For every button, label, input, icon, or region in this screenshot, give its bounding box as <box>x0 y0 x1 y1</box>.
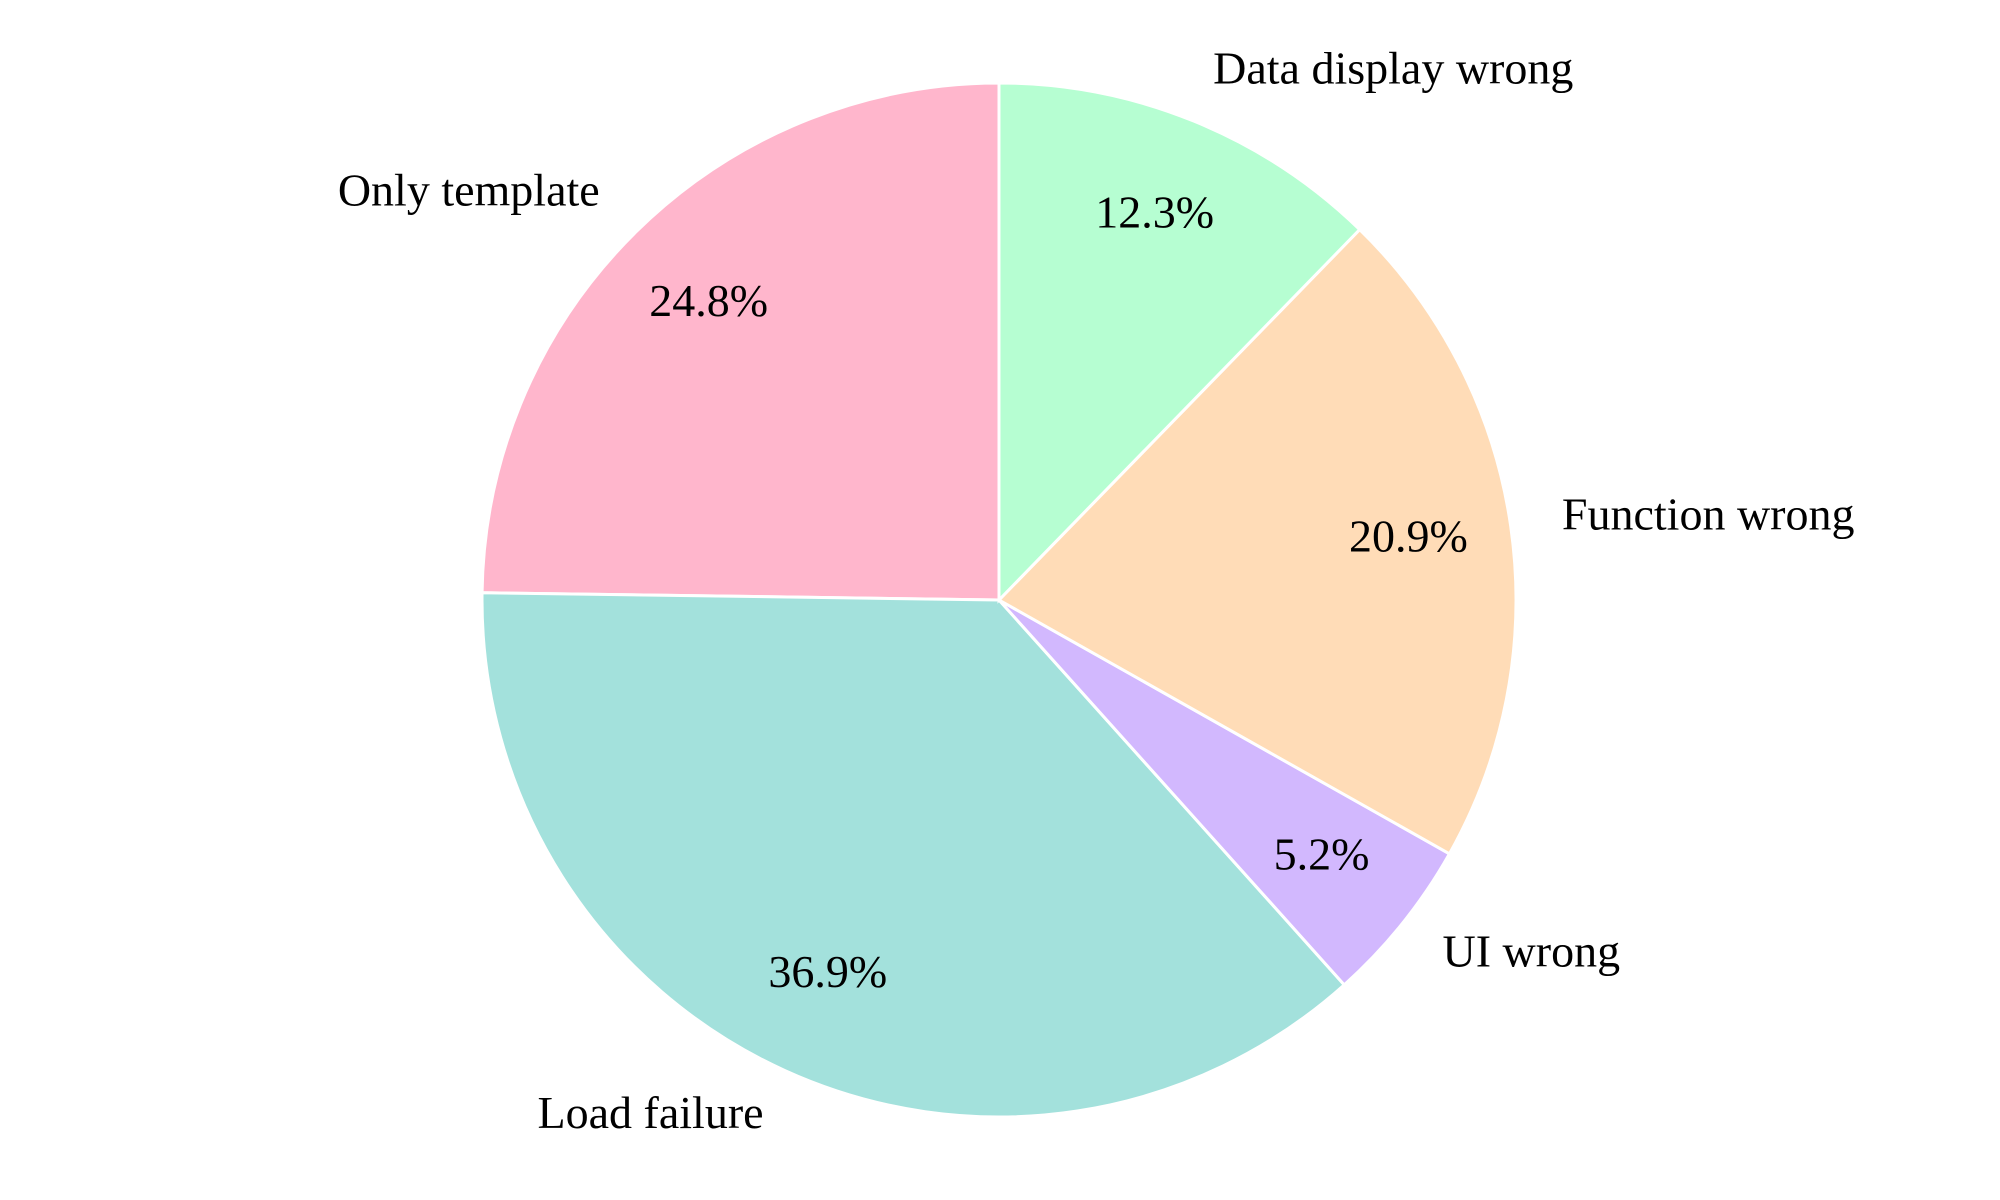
slice-label: UI wrong <box>1443 926 1621 977</box>
value-label: 5.2% <box>1274 828 1370 879</box>
pie-slice <box>997 81 1362 604</box>
slice-label: Only template <box>338 165 600 216</box>
pie-slice <box>997 598 1452 987</box>
value-label: 36.9% <box>768 946 887 997</box>
pie-slice <box>480 591 1347 1119</box>
value-label: 12.3% <box>1095 186 1214 237</box>
value-label: 20.9% <box>1349 511 1468 562</box>
slice-label: Load failure <box>538 1087 764 1138</box>
value-label: 24.8% <box>649 275 768 326</box>
pie-slice <box>996 227 1518 856</box>
pie-slice <box>480 81 1001 602</box>
slice-label: Function wrong <box>1562 489 1855 540</box>
slice-label: Data display wrong <box>1213 43 1573 94</box>
